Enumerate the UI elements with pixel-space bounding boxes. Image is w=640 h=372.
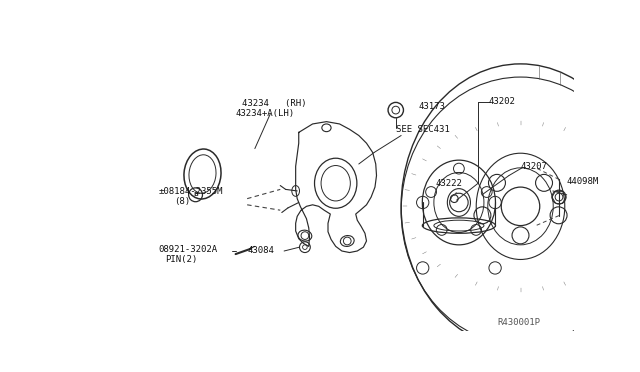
Text: PIN(2): PIN(2) (164, 255, 197, 264)
Text: R430001P: R430001P (497, 318, 540, 327)
Text: 43202: 43202 (488, 97, 515, 106)
Text: 44098M: 44098M (566, 177, 599, 186)
Text: 43234+A(LH): 43234+A(LH) (236, 109, 295, 118)
Text: 08921-3202A: 08921-3202A (159, 245, 218, 254)
Text: 43222: 43222 (436, 179, 463, 188)
Text: 43173: 43173 (419, 102, 445, 111)
Text: 43084: 43084 (247, 246, 274, 256)
Text: SEE SEC431: SEE SEC431 (396, 125, 449, 135)
Text: 43207: 43207 (520, 162, 547, 171)
Text: B: B (193, 192, 198, 197)
Text: (8): (8) (174, 197, 190, 206)
Text: ±08184-2355M: ±08184-2355M (159, 187, 223, 196)
Text: 43234   (RH): 43234 (RH) (242, 99, 307, 108)
